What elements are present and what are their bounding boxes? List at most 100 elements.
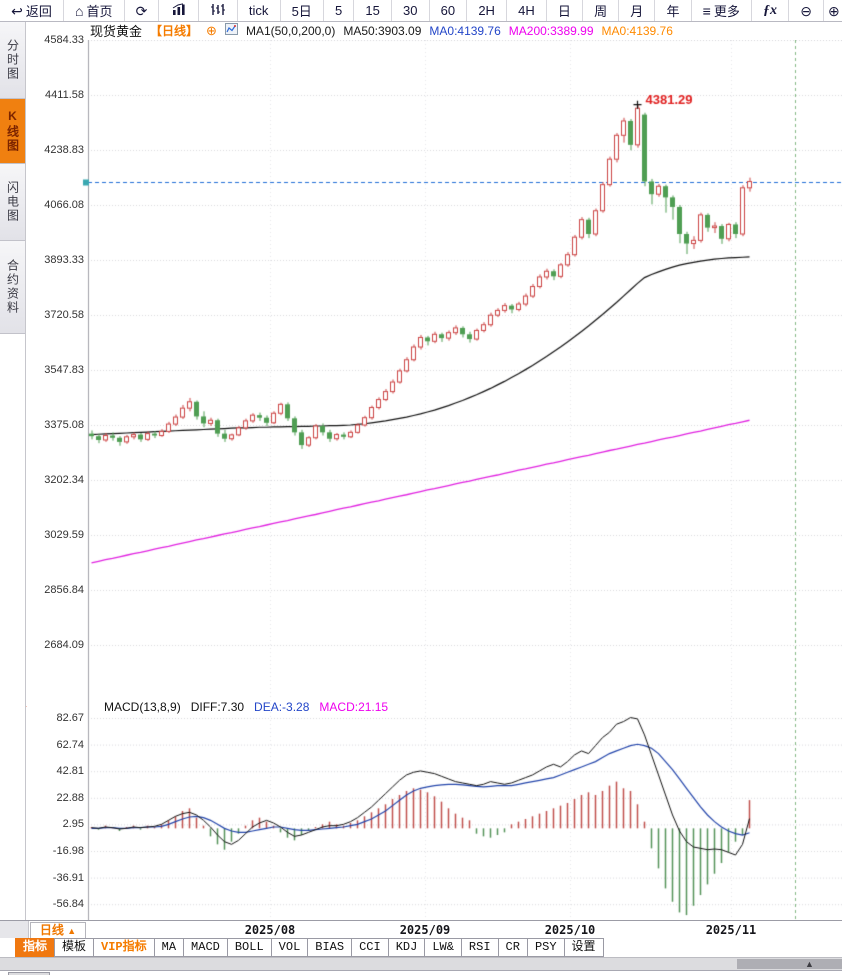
news-tab[interactable]: 资讯: [8, 972, 50, 975]
sidebar-item-lightning-chart-label: 闪电图: [5, 181, 20, 223]
date-axis-label: 2025/09: [399, 923, 451, 937]
back-icon: ↩: [11, 2, 23, 19]
tab-BOLL[interactable]: BOLL: [226, 938, 272, 957]
macd-dea-value: DEA:-3.28: [254, 700, 310, 714]
top-toolbar: ↩ 返回 ⌂ 首页 ⟳ tick 5日 5 15 30 60 2H 4H 日周月年 ≡ 更多 ƒx ⊖ ⊕: [0, 0, 842, 22]
home-icon: ⌂: [75, 2, 84, 19]
macd-diff-value: DIFF:7.30: [190, 700, 245, 714]
interval-5d-button-label: 5日: [291, 4, 312, 19]
price-axis-label: 2856.84: [44, 584, 84, 596]
mini-chart-icon: [224, 23, 238, 38]
refresh-icon: ⟳: [135, 2, 148, 19]
price-chart-canvas[interactable]: [0, 40, 842, 700]
tab-CR[interactable]: CR: [497, 938, 528, 957]
tab-MACD[interactable]: MACD: [183, 938, 228, 957]
macd-macd-value: MACD:21.15: [319, 700, 389, 714]
tab-指标[interactable]: 指标: [15, 938, 56, 957]
tab-LW&[interactable]: LW&: [424, 938, 462, 957]
zoom-out-button[interactable]: ⊖: [789, 0, 825, 21]
tab-VIP指标[interactable]: VIP指标: [93, 938, 155, 957]
price-axis-label: 4238.83: [44, 144, 84, 156]
tab-MA[interactable]: MA: [153, 938, 185, 957]
macd-axis-label: -36.91: [52, 871, 84, 884]
interval-tick-button-label: tick: [248, 3, 269, 18]
sidebar-item-kline-chart[interactable]: K线图: [0, 99, 25, 164]
price-axis-label: 3375.08: [44, 419, 84, 431]
tab-BIAS[interactable]: BIAS: [307, 938, 353, 957]
price-axis-label: 4066.08: [44, 199, 84, 211]
tab-模板[interactable]: 模板: [54, 938, 95, 957]
sidebar-item-kline-chart-label: K线图: [5, 109, 20, 153]
price-axis-label: 3893.33: [44, 254, 84, 266]
more-icon: ≡: [702, 2, 711, 19]
interval-5d-button[interactable]: 5日: [281, 0, 324, 21]
tab-RSI[interactable]: RSI: [460, 938, 499, 957]
interval-year-button[interactable]: 年: [655, 0, 692, 21]
tab-KDJ[interactable]: KDJ: [387, 938, 426, 957]
symbol-name: 现货黄金: [90, 24, 143, 39]
tab-VOL[interactable]: VOL: [270, 938, 309, 957]
macd-chart-canvas[interactable]: [0, 700, 842, 920]
tab-设置[interactable]: 设置: [563, 938, 604, 957]
tab-PSY[interactable]: PSY: [526, 938, 565, 957]
macd-params-label: MACD(13,8,9): [104, 700, 181, 714]
interval-tick-button[interactable]: tick: [238, 0, 281, 21]
triangle-up-icon: ▲: [67, 926, 77, 936]
zoom-in-button[interactable]: ⊕: [824, 0, 842, 21]
interval-day-button[interactable]: 日: [547, 0, 584, 21]
interval-week-button-label: 周: [594, 4, 608, 19]
interval-30-button[interactable]: 30: [392, 0, 430, 21]
interval-2h-button[interactable]: 2H: [467, 0, 508, 21]
horizontal-scrollbar[interactable]: ▲: [0, 957, 842, 970]
more-button[interactable]: ≡ 更多: [692, 0, 752, 21]
sidebar-item-time-chart-label: 分时图: [5, 38, 20, 81]
interval-60-button-label: 60: [440, 3, 456, 18]
ma200-value: MA200:3389.99: [508, 23, 594, 38]
period-selector[interactable]: 日线 ▲: [30, 922, 86, 939]
interval-month-button-label: 月: [630, 4, 644, 19]
price-axis-label: 4411.58: [45, 89, 84, 101]
interval-4h-button-label: 4H: [518, 3, 535, 18]
sidebar-item-contract-info-label: 合约资料: [5, 259, 20, 315]
tab-CCI[interactable]: CCI: [351, 938, 389, 957]
price-axis-label: 3547.83: [44, 364, 84, 376]
sidebar-item-time-chart[interactable]: 分时图: [0, 21, 25, 99]
zoom-in-icon: ⊕: [828, 2, 840, 19]
price-axis-label: 3202.34: [44, 474, 84, 486]
sidebar-item-contract-info[interactable]: 合约资料: [0, 241, 25, 334]
home-button-label: 首页: [86, 4, 113, 19]
formula-button[interactable]: ƒx: [752, 0, 790, 21]
interval-4h-button[interactable]: 4H: [507, 0, 547, 21]
refresh-button[interactable]: ⟳: [125, 0, 160, 21]
ma0-blue-value: MA0:4139.76: [429, 23, 501, 38]
zoom-out-icon: ⊖: [800, 2, 812, 19]
scrollbar-thumb[interactable]: ▲: [737, 959, 842, 969]
interval-5-button-label: 5: [334, 3, 343, 18]
interval-year-button-label: 年: [666, 4, 680, 19]
date-axis-label: 2025/08: [244, 923, 296, 937]
sidebar-item-lightning-chart[interactable]: 闪电图: [0, 164, 25, 241]
add-indicator-icon[interactable]: ⊕: [206, 22, 217, 38]
date-axis-label: 2025/11: [705, 923, 757, 937]
candle-chart-button[interactable]: [199, 0, 238, 21]
price-axis-label: 3029.59: [44, 529, 84, 541]
period-selector-label: 日线: [39, 923, 64, 937]
interval-30-button-label: 30: [403, 3, 418, 18]
macd-axis-label: 62.74: [56, 738, 84, 751]
interval-week-button[interactable]: 周: [583, 0, 620, 21]
candle-chart-icon: [210, 3, 226, 18]
back-button[interactable]: ↩ 返回: [0, 0, 64, 21]
home-button[interactable]: ⌂ 首页: [64, 0, 125, 21]
interval-day-button-label: 日: [557, 4, 571, 19]
macd-axis-label: -16.98: [52, 845, 84, 857]
bottom-panel-partial: 资讯: [0, 970, 842, 975]
interval-15-button[interactable]: 15: [354, 0, 392, 21]
interval-60-button[interactable]: 60: [430, 0, 468, 21]
indicator-tabs-row: 指标 模板 VIP指标 MA MACD BOLL VOL BIAS CCI KDJ LW& RSI CR…: [0, 938, 842, 957]
back-button-label: 返回: [25, 4, 52, 19]
interval-month-button[interactable]: 月: [619, 0, 656, 21]
bar-chart-button[interactable]: [159, 0, 199, 21]
interval-5-button[interactable]: 5: [324, 0, 355, 21]
bar-chart-icon: [171, 3, 187, 18]
